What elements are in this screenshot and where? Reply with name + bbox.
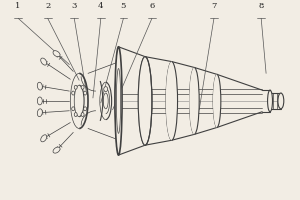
Ellipse shape xyxy=(189,67,199,134)
Ellipse shape xyxy=(278,93,284,109)
Ellipse shape xyxy=(74,113,77,117)
Ellipse shape xyxy=(41,135,47,142)
Ellipse shape xyxy=(84,91,87,95)
Ellipse shape xyxy=(37,82,42,90)
Ellipse shape xyxy=(213,74,221,127)
Ellipse shape xyxy=(81,113,84,117)
Ellipse shape xyxy=(53,147,60,153)
Ellipse shape xyxy=(104,87,108,92)
Ellipse shape xyxy=(72,91,75,95)
Text: 1: 1 xyxy=(16,2,21,10)
Ellipse shape xyxy=(268,90,272,112)
Text: 3: 3 xyxy=(72,2,77,10)
Ellipse shape xyxy=(37,97,42,105)
Text: 4: 4 xyxy=(98,2,104,10)
Ellipse shape xyxy=(41,58,47,65)
Ellipse shape xyxy=(84,107,87,111)
Ellipse shape xyxy=(72,107,75,111)
Text: 7: 7 xyxy=(211,2,217,10)
Ellipse shape xyxy=(81,85,84,89)
Text: 2: 2 xyxy=(45,2,50,10)
Ellipse shape xyxy=(74,85,77,89)
Ellipse shape xyxy=(138,57,152,145)
Ellipse shape xyxy=(166,62,178,140)
Ellipse shape xyxy=(115,47,122,155)
Ellipse shape xyxy=(53,51,60,57)
Text: 5: 5 xyxy=(121,2,126,10)
Text: 6: 6 xyxy=(149,2,154,10)
Ellipse shape xyxy=(37,109,42,117)
Text: 8: 8 xyxy=(259,2,264,10)
